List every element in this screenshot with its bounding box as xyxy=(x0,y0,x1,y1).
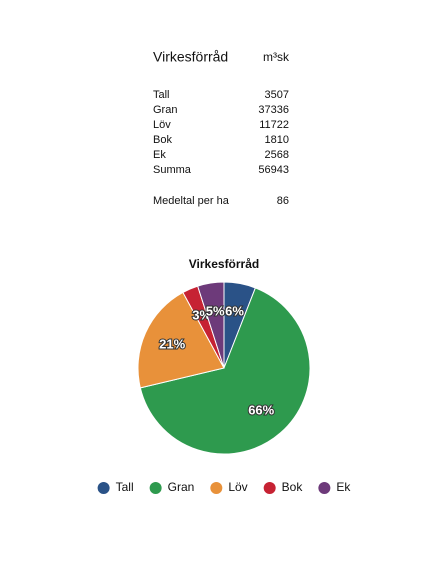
row-label: Löv xyxy=(153,119,171,131)
legend-marker xyxy=(97,482,110,494)
legend-marker xyxy=(149,482,162,494)
row-label: Gran xyxy=(153,104,177,116)
slice-label: 21% xyxy=(159,336,185,351)
table-title: Virkesförråd xyxy=(153,49,228,65)
legend-label: Gran xyxy=(168,480,195,494)
summary-value: 86 xyxy=(277,195,289,207)
pie-slice xyxy=(137,291,225,389)
legend-marker xyxy=(210,482,223,494)
pie-slice xyxy=(197,281,225,369)
slice-label: 5% xyxy=(206,303,225,318)
legend-label: Löv xyxy=(228,480,247,494)
row-value: 11722 xyxy=(259,119,289,131)
summary-label: Medeltal per ha xyxy=(153,195,230,207)
row-label: Bok xyxy=(153,134,172,146)
row-value: 1810 xyxy=(265,134,289,146)
legend-label: Ek xyxy=(336,480,351,494)
row-value: 56943 xyxy=(258,164,289,176)
row-label: Tall xyxy=(153,89,170,101)
row-value: 37336 xyxy=(258,104,289,116)
row-value: 3507 xyxy=(265,89,289,101)
row-label: Ek xyxy=(153,149,166,161)
row-value: 2568 xyxy=(265,149,289,161)
row-label: Summa xyxy=(153,164,192,176)
pie-slice xyxy=(139,287,311,455)
slice-label: 66% xyxy=(248,402,274,417)
slice-label: 6% xyxy=(225,304,244,319)
legend-marker xyxy=(263,482,276,494)
table-unit: m³sk xyxy=(263,50,290,64)
legend-label: Bok xyxy=(282,480,304,494)
legend-label: Tall xyxy=(116,480,134,494)
chart-title: Virkesförråd xyxy=(189,257,259,271)
legend-marker xyxy=(318,482,331,494)
